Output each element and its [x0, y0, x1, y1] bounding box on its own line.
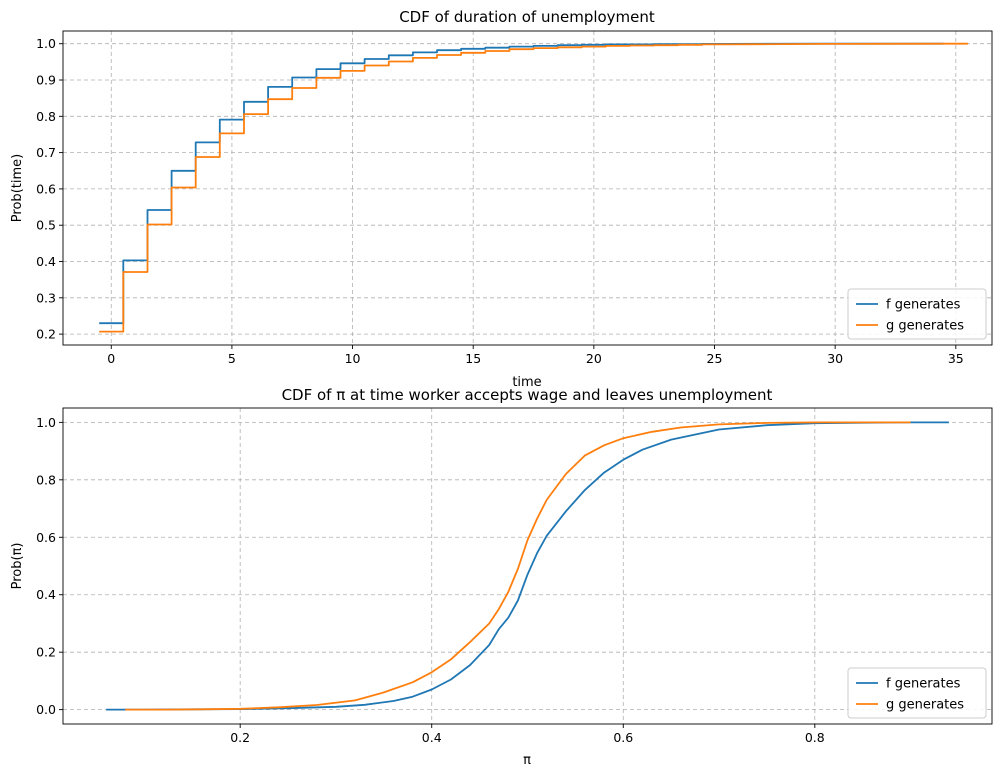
top-chart-ytick-label: 0.2: [36, 327, 56, 342]
top-chart-xtick-label: 5: [228, 351, 236, 366]
bottom-chart-ylabel: Prob(π): [10, 543, 25, 590]
top-chart-frame: [62, 30, 993, 346]
bottom-chart-ticks: 0.2 0.4 0.6 0.8 0.0 0.2 0.4 0.6 0.8 1.0: [36, 415, 825, 745]
bottom-chart-legend-label: g generates: [886, 698, 964, 713]
bottom-chart-xlabel: π: [523, 753, 531, 768]
top-chart-ytick-label: 0.7: [36, 145, 56, 160]
top-chart-ytick-label: 0.5: [36, 218, 56, 233]
bottom-chart-xtick-label: 0.8: [805, 730, 825, 745]
bottom-chart-grid: [63, 408, 992, 724]
top-chart-legend: f generates g generates: [847, 288, 987, 340]
top-chart-xlabel: time: [512, 375, 541, 390]
top-chart-ytick-label: 0.4: [36, 254, 56, 269]
bottom-chart-legend: f generates g generates: [847, 667, 987, 719]
bottom-chart-legend-box: [847, 667, 987, 719]
bottom-chart-ytick-label: 0.0: [36, 702, 56, 717]
top-chart-panel: CDF of duration of unemployment 0 5 10 15 20…: [10, 8, 993, 390]
bottom-chart-ytick-label: 1.0: [36, 415, 56, 430]
top-chart-ytick-label: 0.9: [36, 73, 56, 88]
top-chart-xtick-label: 10: [345, 351, 361, 366]
bottom-chart-xtick-label: 0.2: [230, 730, 250, 745]
bottom-chart-series: [106, 421, 949, 711]
top-chart-xtick-label: 0: [107, 351, 115, 366]
bottom-chart-ytick-label: 0.4: [36, 587, 56, 602]
top-chart-legend-label: f generates: [886, 298, 961, 313]
top-chart-legend-box: [847, 288, 987, 340]
top-chart-series: [99, 42, 968, 333]
bottom-chart-series-g-line: [125, 421, 911, 711]
top-chart-ytick-label: 0.6: [36, 181, 56, 196]
top-chart-grid: [63, 31, 992, 345]
bottom-chart-xtick-label: 0.6: [613, 730, 633, 745]
bottom-chart-series-f-line: [106, 421, 949, 711]
top-chart-series-g-line: [99, 42, 968, 333]
bottom-chart-frame: [62, 407, 993, 725]
top-chart-ticks: 0 5 10 15 20 25 30 35 0.2 0.3 0.4 0.5 0.6 0.7 0.8 0.9 1.…: [36, 36, 964, 366]
bottom-chart-legend-label: f generates: [886, 677, 961, 692]
bottom-chart-ytick-label: 0.8: [36, 472, 56, 487]
top-chart-xtick-label: 35: [948, 351, 964, 366]
top-chart-ylabel: Prob(time): [10, 154, 25, 222]
top-chart-xtick-label: 30: [827, 351, 843, 366]
top-chart-ytick-label: 0.8: [36, 109, 56, 124]
bottom-chart-panel: CDF of π at time worker accepts wage and…: [10, 386, 993, 768]
top-chart-xtick-label: 25: [707, 351, 723, 366]
bottom-chart-xtick-label: 0.4: [422, 730, 442, 745]
bottom-chart-ytick-label: 0.6: [36, 530, 56, 545]
top-chart-legend-label: g generates: [886, 319, 964, 334]
top-chart-xtick-label: 20: [586, 351, 602, 366]
bottom-chart-ytick-label: 0.2: [36, 645, 56, 660]
top-chart-xtick-label: 15: [465, 351, 481, 366]
top-chart-series-f-line: [99, 42, 944, 325]
top-chart-ytick-label: 0.3: [36, 290, 56, 305]
top-chart-title: CDF of duration of unemployment: [399, 8, 655, 26]
top-chart-ytick-label: 1.0: [36, 36, 56, 51]
bottom-chart-title: CDF of π at time worker accepts wage and…: [282, 386, 773, 404]
